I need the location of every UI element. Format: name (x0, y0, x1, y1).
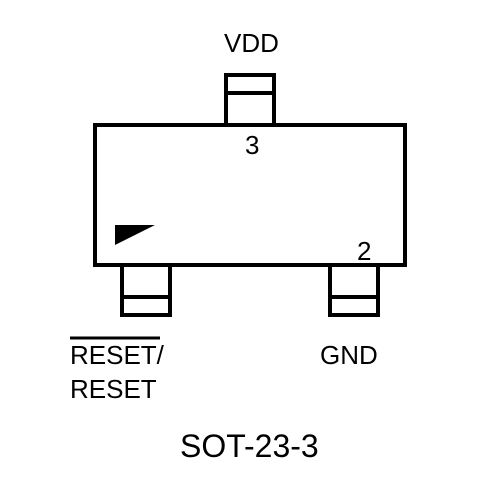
pin1-label-line1: RESET/ (70, 340, 164, 371)
pin1-marker-triangle (115, 225, 155, 245)
package-name: SOT-23-3 (180, 428, 319, 465)
pin3-label: VDD (224, 28, 279, 59)
pinout-diagram: 3 VDD 2 GND RESET/ RESET SOT-23-3 (0, 0, 500, 500)
pin2-lead (330, 265, 378, 315)
pin3-lead (226, 75, 274, 125)
package-svg (0, 0, 500, 500)
pin2-number: 2 (357, 236, 371, 267)
pin1-lead (122, 265, 170, 315)
pin1-label-line2: RESET (70, 374, 157, 405)
pin3-number: 3 (245, 130, 259, 161)
pin2-label: GND (320, 340, 378, 371)
